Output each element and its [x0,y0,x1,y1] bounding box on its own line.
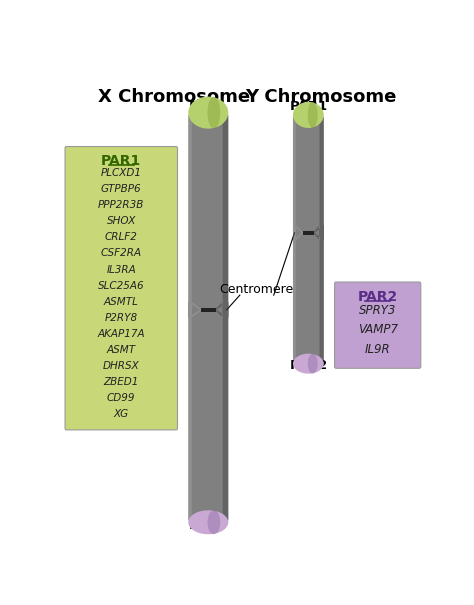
Ellipse shape [188,510,228,534]
Text: PLCXD1: PLCXD1 [101,168,142,178]
Text: SHOX: SHOX [107,217,136,226]
Text: X Chromosome: X Chromosome [98,88,250,106]
Text: Centromere: Centromere [219,283,294,296]
Text: Y Chromosome: Y Chromosome [245,88,396,106]
Text: CSF2RA: CSF2RA [100,249,142,258]
Text: IL9R: IL9R [365,342,391,356]
Polygon shape [188,115,228,520]
Polygon shape [201,308,216,312]
Text: SLC25A6: SLC25A6 [98,281,145,290]
Text: SPRY3: SPRY3 [359,304,396,316]
Text: VAMP7: VAMP7 [358,323,398,336]
Ellipse shape [308,102,318,128]
Ellipse shape [308,354,318,374]
Polygon shape [313,117,324,362]
Polygon shape [293,117,324,362]
Text: PAR1: PAR1 [189,100,228,113]
Ellipse shape [293,102,324,128]
FancyBboxPatch shape [335,282,421,368]
Text: PPP2R3B: PPP2R3B [98,200,145,210]
Ellipse shape [208,97,220,129]
Text: PAR1: PAR1 [101,154,141,168]
Ellipse shape [208,510,220,534]
Text: GTPBP6: GTPBP6 [101,184,142,194]
Polygon shape [303,231,314,235]
Text: PAR2: PAR2 [357,290,398,304]
Text: PAR1: PAR1 [289,100,328,113]
Text: DHRSX: DHRSX [103,361,140,371]
Text: ASMTL: ASMTL [104,296,139,307]
Polygon shape [188,115,202,520]
Text: P2RY8: P2RY8 [105,313,138,322]
Text: CD99: CD99 [107,393,136,403]
Text: PAR2: PAR2 [189,519,228,532]
Text: ZBED1: ZBED1 [104,377,139,387]
Ellipse shape [293,354,324,374]
Ellipse shape [188,97,228,129]
Text: ASMT: ASMT [107,345,136,355]
Text: AKAP17A: AKAP17A [98,329,145,339]
Text: CRLF2: CRLF2 [105,232,138,243]
FancyBboxPatch shape [65,146,177,430]
Text: PAR2: PAR2 [289,359,328,372]
Polygon shape [293,117,304,362]
Text: XG: XG [114,409,129,419]
Text: IL3RA: IL3RA [106,264,136,275]
Polygon shape [214,115,228,520]
